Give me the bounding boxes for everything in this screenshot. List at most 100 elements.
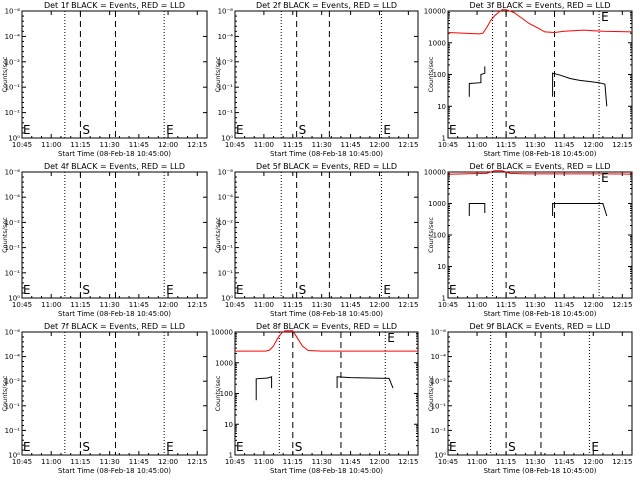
y-tick-label: 10⁻¹ bbox=[5, 402, 21, 410]
lld-series-line bbox=[447, 9, 633, 35]
events-series-line bbox=[255, 376, 273, 401]
panel-title: Det 6f BLACK = Events, RED = LLD bbox=[469, 162, 610, 171]
x-tick-label: 11:00 bbox=[254, 141, 274, 149]
plot-frame bbox=[21, 331, 208, 456]
x-tick-label: 11:45 bbox=[129, 141, 149, 149]
y-tick-label: 1 bbox=[442, 135, 446, 143]
y-tick-label: 10⁰ bbox=[8, 452, 20, 460]
x-tick-label: 12:00 bbox=[158, 301, 178, 309]
panel-title: Det 3f BLACK = Events, RED = LLD bbox=[469, 1, 610, 10]
panel-det-1: Det 1f BLACK = Events, RED = LLD Counts/s… bbox=[1, 1, 208, 158]
x-tick-label: 11:00 bbox=[254, 458, 274, 466]
y-axis-label: Counts/sec bbox=[214, 375, 222, 411]
y-axis-label: Counts/sec bbox=[1, 217, 9, 253]
x-tick-label: 11:30 bbox=[525, 301, 545, 309]
x-tick-label: 11:15 bbox=[283, 458, 303, 466]
events-series-line bbox=[552, 203, 608, 217]
x-tick-label: 10:45 bbox=[438, 458, 458, 466]
y-tick-label: 10⁻¹ bbox=[218, 109, 234, 117]
y-tick-label: 100 bbox=[433, 232, 446, 240]
x-tick-label: 10:45 bbox=[225, 458, 245, 466]
x-tick-label: 11:45 bbox=[129, 301, 149, 309]
y-tick-label: 10⁻¹ bbox=[218, 244, 234, 252]
y-tick-label: 10⁻⁴ bbox=[218, 33, 234, 41]
x-tick-label: 11:45 bbox=[340, 458, 360, 466]
panel-title: Det 5f BLACK = Events, RED = LLD bbox=[256, 162, 397, 171]
y-axis-label: Counts/sec bbox=[1, 56, 9, 92]
y-tick-label: 10⁻¹ bbox=[218, 84, 234, 92]
lld-series-line bbox=[447, 170, 633, 175]
panel-det-4: Det 4f BLACK = Events, RED = LLD Counts/s… bbox=[1, 162, 208, 318]
x-tick-label: 12:15 bbox=[612, 141, 632, 149]
x-tick-label: 11:00 bbox=[254, 301, 274, 309]
x-tick-label: 12:15 bbox=[612, 458, 632, 466]
plot-frame bbox=[447, 171, 633, 299]
events-series-line bbox=[336, 376, 394, 389]
y-tick-label: 10⁻⁴ bbox=[218, 194, 234, 202]
plot-frame bbox=[447, 331, 633, 456]
y-tick-label: 10⁻⁴ bbox=[5, 194, 21, 202]
y-tick-label: 10⁻¹ bbox=[5, 244, 21, 252]
panel-title: Det 7f BLACK = Events, RED = LLD bbox=[44, 322, 185, 331]
x-tick-label: 11:30 bbox=[525, 141, 545, 149]
end-E-marker: E bbox=[601, 171, 609, 185]
y-tick-label: 10⁻⁸ bbox=[5, 8, 21, 16]
x-tick-label: 11:45 bbox=[340, 301, 360, 309]
x-tick-label: 12:15 bbox=[187, 301, 207, 309]
x-tick-label: 12:15 bbox=[398, 141, 418, 149]
panel-title: Det 2f BLACK = Events, RED = LLD bbox=[256, 1, 397, 10]
x-tick-label: 12:00 bbox=[583, 141, 603, 149]
end-E-marker: E bbox=[601, 10, 609, 24]
start-S-marker: S bbox=[299, 123, 307, 137]
y-tick-label: 10⁻¹ bbox=[431, 427, 447, 435]
x-tick-label: 11:45 bbox=[129, 458, 149, 466]
y-tick-label: 10⁰ bbox=[434, 452, 446, 460]
y-tick-label: 10⁻¹ bbox=[5, 84, 21, 92]
x-tick-label: 12:15 bbox=[612, 301, 632, 309]
edge-E-marker: E bbox=[236, 440, 244, 454]
y-tick-label: 10⁻⁸ bbox=[218, 8, 234, 16]
y-tick-label: 1 bbox=[442, 295, 446, 303]
y-tick-label: 1000 bbox=[428, 39, 446, 47]
x-tick-label: 11:30 bbox=[100, 141, 120, 149]
x-tick-label: 11:15 bbox=[496, 301, 516, 309]
events-series-line bbox=[552, 72, 608, 107]
x-tick-label: 11:30 bbox=[100, 458, 120, 466]
x-axis-label: Start Time (08-Feb-18 10:45:00) bbox=[270, 150, 383, 158]
edge-E-marker: E bbox=[449, 123, 457, 137]
panel-title: Det 1f BLACK = Events, RED = LLD bbox=[44, 1, 185, 10]
x-tick-label: 10:45 bbox=[438, 301, 458, 309]
y-tick-label: 10⁰ bbox=[221, 135, 233, 143]
y-tick-label: 10⁻⁴ bbox=[5, 353, 21, 361]
x-tick-label: 11:00 bbox=[41, 301, 61, 309]
y-tick-label: 1000 bbox=[215, 359, 233, 367]
x-tick-label: 11:30 bbox=[312, 141, 332, 149]
x-tick-label: 12:00 bbox=[369, 301, 389, 309]
x-tick-label: 12:00 bbox=[369, 458, 389, 466]
plot-frame bbox=[234, 10, 419, 139]
x-tick-label: 11:15 bbox=[70, 458, 90, 466]
panel-title: Det 9f BLACK = Events, RED = LLD bbox=[469, 322, 610, 331]
panel-det-8: Det 8f BLACK = Events, RED = LLD Counts/s… bbox=[211, 322, 419, 475]
x-tick-label: 11:30 bbox=[525, 458, 545, 466]
start-S-marker: S bbox=[82, 283, 90, 297]
y-tick-label: 10⁻¹ bbox=[5, 427, 21, 435]
panel-det-2: Det 2f BLACK = Events, RED = LLD Counts/s… bbox=[214, 1, 419, 158]
x-tick-label: 11:15 bbox=[70, 141, 90, 149]
x-tick-label: 11:15 bbox=[496, 458, 516, 466]
edge-E-marker: E bbox=[236, 283, 244, 297]
edge-E-marker: E bbox=[449, 440, 457, 454]
y-axis-label: Counts/sec bbox=[1, 375, 9, 411]
panel-det-5: Det 5f BLACK = Events, RED = LLD Counts/s… bbox=[214, 162, 419, 318]
x-tick-label: 11:30 bbox=[312, 301, 332, 309]
panel-det-7: Det 7f BLACK = Events, RED = LLD Counts/s… bbox=[1, 322, 208, 475]
x-axis-label: Start Time (08-Feb-18 10:45:00) bbox=[270, 467, 383, 475]
x-axis-label: Start Time (08-Feb-18 10:45:00) bbox=[270, 310, 383, 318]
y-tick-label: 100 bbox=[220, 390, 233, 398]
y-tick-label: 10000 bbox=[424, 8, 446, 16]
y-tick-label: 10⁻² bbox=[431, 378, 447, 386]
x-tick-label: 11:45 bbox=[554, 141, 574, 149]
x-tick-label: 10:45 bbox=[12, 458, 32, 466]
x-tick-label: 11:00 bbox=[41, 458, 61, 466]
x-tick-label: 10:45 bbox=[12, 141, 32, 149]
